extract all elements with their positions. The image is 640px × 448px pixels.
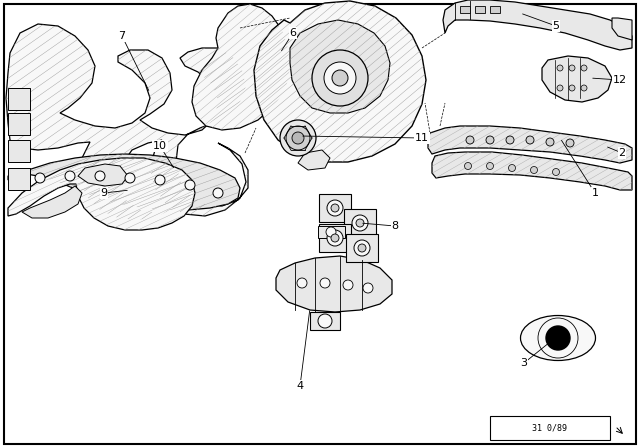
Circle shape	[125, 173, 135, 183]
Polygon shape	[319, 224, 351, 252]
Text: 3: 3	[520, 358, 527, 368]
Circle shape	[581, 65, 587, 71]
Polygon shape	[490, 6, 500, 13]
Text: 31 0/89: 31 0/89	[532, 423, 568, 432]
Circle shape	[466, 136, 474, 144]
Circle shape	[465, 163, 472, 169]
Circle shape	[557, 65, 563, 71]
Polygon shape	[8, 140, 30, 162]
Polygon shape	[428, 126, 632, 163]
Circle shape	[326, 227, 336, 237]
Polygon shape	[8, 168, 30, 190]
Circle shape	[332, 70, 348, 86]
Circle shape	[531, 167, 538, 173]
Circle shape	[354, 240, 370, 256]
Circle shape	[356, 219, 364, 227]
FancyBboxPatch shape	[490, 416, 610, 440]
Polygon shape	[310, 312, 340, 330]
Polygon shape	[346, 234, 378, 262]
Polygon shape	[78, 164, 128, 186]
Circle shape	[280, 120, 316, 156]
Polygon shape	[8, 154, 240, 210]
Polygon shape	[298, 150, 330, 170]
Circle shape	[155, 175, 165, 185]
Circle shape	[363, 283, 373, 293]
Circle shape	[327, 230, 343, 246]
Circle shape	[509, 164, 515, 172]
Circle shape	[286, 126, 310, 150]
Text: 12: 12	[613, 75, 627, 85]
Circle shape	[324, 62, 356, 94]
Circle shape	[569, 65, 575, 71]
Polygon shape	[318, 226, 345, 238]
Circle shape	[569, 85, 575, 91]
Circle shape	[213, 188, 223, 198]
Circle shape	[352, 215, 368, 231]
Circle shape	[506, 136, 514, 144]
Circle shape	[320, 278, 330, 288]
Polygon shape	[290, 20, 390, 113]
Text: 10: 10	[153, 141, 167, 151]
Circle shape	[358, 244, 366, 252]
Circle shape	[486, 163, 493, 169]
Polygon shape	[8, 158, 195, 230]
Text: 11: 11	[415, 133, 429, 143]
Polygon shape	[319, 194, 351, 222]
Circle shape	[331, 204, 339, 212]
Text: 1: 1	[591, 188, 598, 198]
Ellipse shape	[520, 315, 595, 361]
Text: 2: 2	[618, 148, 625, 158]
Circle shape	[546, 138, 554, 146]
Circle shape	[292, 132, 304, 144]
Polygon shape	[192, 4, 290, 130]
Circle shape	[318, 314, 332, 328]
Circle shape	[581, 85, 587, 91]
Polygon shape	[460, 6, 470, 13]
Polygon shape	[22, 186, 82, 218]
Polygon shape	[432, 152, 632, 190]
Polygon shape	[542, 56, 612, 102]
Circle shape	[327, 200, 343, 216]
Circle shape	[95, 171, 105, 181]
Text: 4: 4	[296, 381, 303, 391]
Circle shape	[65, 171, 75, 181]
Circle shape	[546, 326, 570, 350]
Polygon shape	[475, 6, 485, 13]
Polygon shape	[443, 0, 632, 50]
Polygon shape	[8, 113, 30, 135]
FancyBboxPatch shape	[4, 4, 636, 444]
Circle shape	[486, 136, 494, 144]
Text: 6: 6	[289, 28, 296, 38]
Text: 8: 8	[392, 221, 399, 231]
Polygon shape	[276, 256, 392, 312]
Text: 5: 5	[552, 21, 559, 31]
Circle shape	[331, 234, 339, 242]
Circle shape	[312, 50, 368, 106]
Circle shape	[343, 280, 353, 290]
Polygon shape	[254, 1, 426, 162]
Circle shape	[185, 180, 195, 190]
Circle shape	[526, 136, 534, 144]
Polygon shape	[8, 88, 30, 110]
Circle shape	[566, 139, 574, 147]
Circle shape	[552, 168, 559, 176]
Circle shape	[35, 173, 45, 183]
Polygon shape	[6, 24, 248, 220]
Text: 7: 7	[118, 31, 125, 41]
Circle shape	[557, 85, 563, 91]
Polygon shape	[344, 209, 376, 237]
Text: 9: 9	[100, 188, 108, 198]
Polygon shape	[612, 18, 632, 40]
Circle shape	[297, 278, 307, 288]
